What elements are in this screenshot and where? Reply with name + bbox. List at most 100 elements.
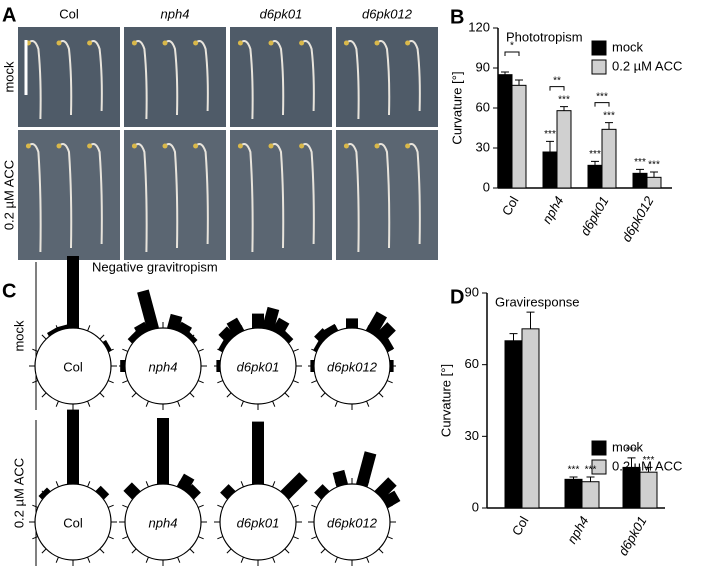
row-label: 0.2 µM ACC	[1, 160, 16, 230]
circle-tick	[272, 481, 276, 488]
radial-bar	[381, 338, 395, 353]
circle-tick	[189, 392, 195, 398]
radial-bar	[271, 317, 290, 337]
circle-tick	[311, 504, 318, 508]
circle-tick	[334, 556, 338, 563]
bracket	[594, 102, 610, 107]
circle-tick	[41, 392, 47, 398]
row-label: 0.2 µM ACC	[11, 458, 26, 528]
circle-tick	[107, 504, 114, 508]
significance: ***	[585, 465, 597, 476]
radial-bar	[390, 360, 394, 372]
chart-title: Negative gravitropism	[92, 259, 218, 274]
circle-tick	[32, 380, 39, 384]
radial-bar	[95, 485, 110, 500]
circle-tick	[386, 536, 393, 540]
y-axis-title: Curvature [°]	[449, 71, 464, 144]
dial	[313, 327, 391, 405]
circle-tick	[99, 548, 105, 554]
cotyledon	[405, 143, 411, 149]
legend-swatch	[591, 440, 607, 456]
bar	[639, 471, 658, 509]
circle-tick	[311, 380, 318, 384]
bar	[556, 110, 572, 189]
dial	[219, 327, 297, 405]
radial-bar	[102, 340, 113, 353]
radial-bar	[120, 360, 126, 372]
seedling	[239, 143, 254, 253]
circle-tick	[378, 392, 384, 398]
radial-bar	[314, 484, 330, 500]
circle-tick	[145, 400, 149, 407]
cotyledon	[193, 143, 199, 149]
circle-tick	[366, 400, 370, 407]
circle-tick	[55, 400, 59, 407]
category-label: nph4	[149, 515, 178, 530]
y-tick-label: 30	[476, 139, 490, 154]
chart-title: Phototropism	[506, 29, 583, 44]
seedling	[58, 143, 73, 249]
circle-tick	[122, 348, 129, 352]
radial-bar	[157, 418, 169, 484]
error-bar	[650, 171, 658, 178]
radial-bar	[381, 490, 401, 509]
circle-tick	[145, 481, 149, 488]
radial-bar	[252, 313, 264, 328]
x-tick-label: Col	[499, 194, 522, 218]
error-bar	[591, 160, 599, 166]
column-label: Col	[59, 6, 79, 21]
legend-swatch	[591, 59, 607, 75]
bar	[511, 84, 527, 189]
column-label: d6pk01	[260, 6, 303, 21]
cotyledon	[162, 143, 168, 149]
circle-tick	[177, 400, 181, 407]
cotyledon	[374, 40, 380, 46]
row-label: mock	[1, 61, 16, 93]
cotyledon	[193, 40, 199, 46]
radial-bar	[324, 323, 339, 337]
error-bar	[515, 79, 523, 86]
legend-label: 0.2 µM ACC	[612, 458, 682, 473]
bar	[646, 176, 662, 189]
circle-tick	[240, 400, 244, 407]
radial-bar	[280, 472, 308, 500]
bar	[564, 478, 583, 509]
circle-tick	[240, 556, 244, 563]
radial-bar	[374, 477, 397, 500]
legend-label: mock	[612, 39, 644, 54]
bar	[497, 74, 513, 189]
bar	[622, 466, 641, 509]
cotyledon	[87, 40, 93, 46]
bar	[504, 340, 523, 509]
seedling	[27, 40, 42, 120]
circle-tick	[272, 556, 276, 563]
radial-bar	[374, 322, 396, 344]
cotyledon	[237, 40, 243, 46]
error-bar	[546, 140, 554, 152]
radial-bar	[185, 331, 198, 344]
circle-tick	[217, 504, 224, 508]
radial-bar	[176, 473, 195, 493]
x-tick-label: nph4	[564, 514, 591, 547]
cotyledon	[237, 143, 243, 149]
circle-tick	[99, 392, 105, 398]
radial-bar	[280, 330, 294, 344]
circle-tick	[226, 548, 232, 554]
radial-bar	[226, 317, 245, 337]
circle-tick	[131, 392, 137, 398]
y-tick-label: 60	[465, 356, 479, 371]
cotyledon	[25, 143, 31, 149]
radial-bar	[38, 487, 51, 500]
legend-label: mock	[612, 439, 644, 454]
seedling	[239, 40, 254, 120]
radial-bar	[220, 484, 236, 500]
seedling	[270, 143, 285, 249]
cotyledon	[162, 40, 168, 46]
circle-tick	[217, 380, 224, 384]
y-tick-label: 90	[465, 284, 479, 299]
circle-tick	[292, 536, 299, 540]
circle-tick	[32, 536, 39, 540]
circle-tick	[145, 556, 149, 563]
cotyledon	[299, 143, 305, 149]
